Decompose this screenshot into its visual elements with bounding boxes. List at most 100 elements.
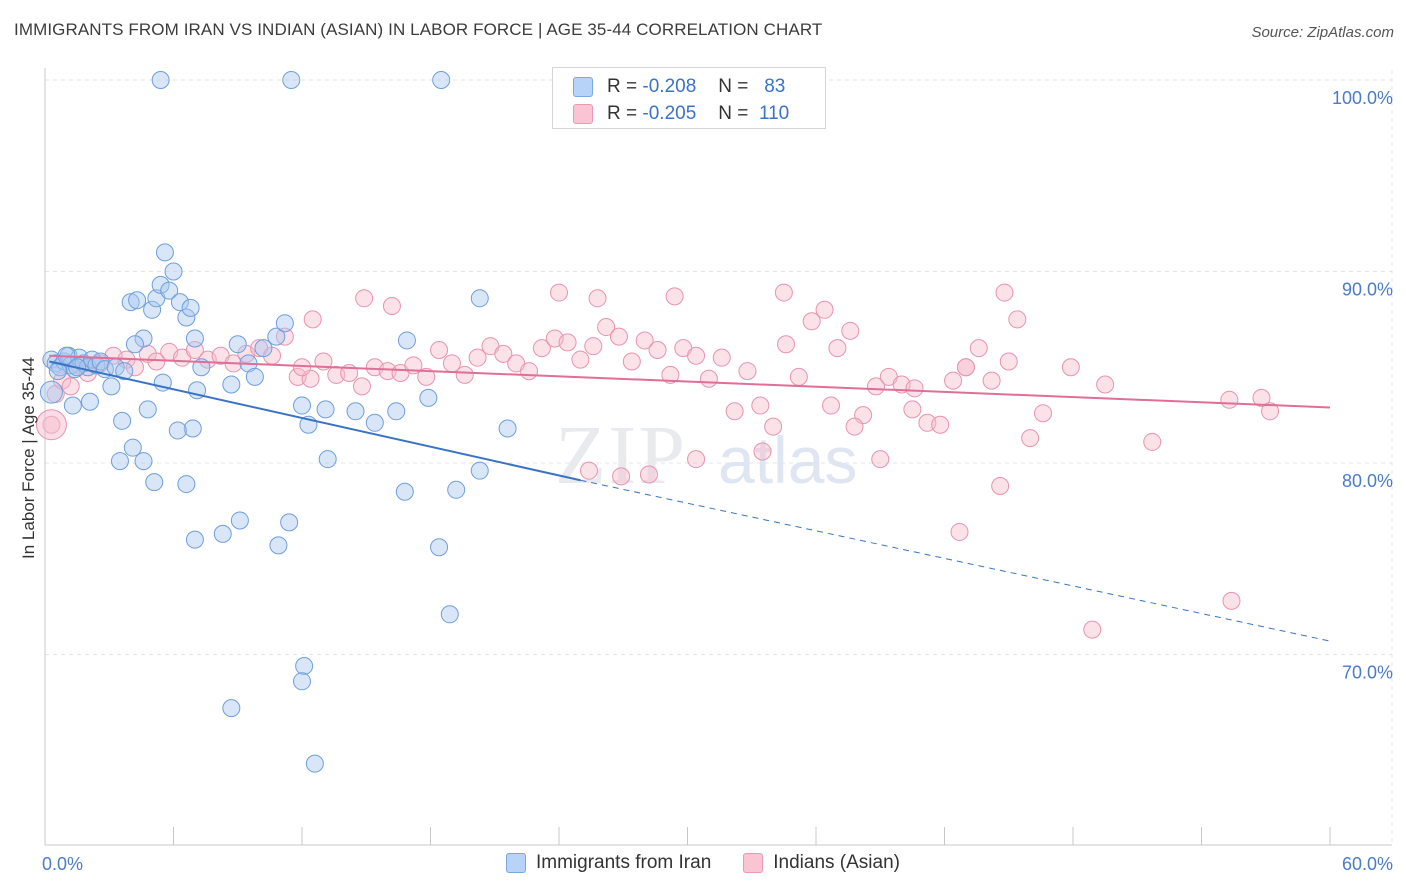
n-label: N = [718, 76, 749, 97]
data-point [128, 291, 147, 310]
data-point [228, 335, 247, 354]
data-point [63, 396, 82, 415]
y-tick-label: 80.0% [1342, 471, 1393, 491]
n-value: 110 [758, 103, 790, 124]
data-point [470, 289, 489, 308]
data-point [387, 402, 406, 421]
data-point [121, 293, 140, 312]
data-point [622, 352, 641, 371]
y-axis-label: In Labor Force | Age 35-44 [19, 357, 38, 559]
watermark-atlas: atlas [718, 423, 857, 497]
trend-line-iran-extrapolated [580, 479, 1331, 642]
trend-lines [49, 354, 1331, 642]
data-point [612, 467, 631, 486]
data-point [417, 367, 436, 386]
data-point [181, 298, 200, 317]
n-value: 83 [764, 76, 786, 97]
data-point [432, 71, 451, 89]
data-point [147, 352, 166, 371]
data-point [550, 283, 568, 302]
data-point [318, 450, 337, 469]
data-point [102, 377, 121, 396]
trend-line-iran [49, 360, 581, 482]
data-point [532, 339, 551, 358]
r-value: -0.205 [642, 103, 697, 124]
data-point [753, 442, 772, 461]
legend-swatch-pink [743, 853, 764, 873]
data-point [293, 358, 311, 377]
data-point [352, 377, 371, 396]
data-point [293, 396, 311, 415]
data-point [648, 341, 667, 360]
data-point [1008, 310, 1027, 329]
data-point [597, 318, 616, 337]
data-point [584, 337, 603, 356]
watermark: ZIP atlas [555, 409, 857, 502]
data-point [841, 321, 860, 340]
legend-label-iran: Immigrants from Iran [536, 852, 712, 873]
data-point [905, 379, 924, 398]
data-point [789, 367, 808, 386]
data-point [183, 419, 202, 438]
data-point [1143, 432, 1162, 451]
data-point [520, 362, 539, 381]
data-point [346, 402, 365, 421]
data-point [609, 327, 628, 346]
data-point [866, 377, 885, 396]
data-point [774, 283, 793, 302]
data-point [764, 417, 783, 436]
source-label: Source: ZipAtlas.com [1251, 24, 1394, 41]
data-point [282, 71, 301, 89]
x-tick-label: 0.0% [42, 854, 83, 874]
data-point [470, 461, 489, 480]
bottom-legend: Immigrants from Iran Indians (Asian) [0, 852, 1406, 874]
legend-item-iran[interactable]: Immigrants from Iran [506, 852, 711, 874]
data-point [468, 348, 487, 367]
data-point [1021, 429, 1040, 448]
data-point [382, 296, 401, 315]
data-point [815, 300, 834, 319]
data-point [185, 530, 204, 549]
data-point [455, 365, 474, 384]
axes [44, 68, 1392, 846]
data-point [950, 522, 969, 541]
watermark-zip: ZIP [555, 409, 687, 502]
data-point [185, 329, 204, 348]
data-point [110, 452, 129, 471]
data-point [635, 331, 654, 350]
data-point [80, 392, 99, 411]
data-point [1034, 404, 1053, 423]
series-immigrants-from-iran [39, 71, 517, 773]
stats-row-iran: R = -0.208 N = 83 [573, 76, 785, 98]
data-point [699, 369, 718, 388]
data-point [275, 314, 294, 333]
y-tick-label: 70.0% [1342, 663, 1393, 683]
data-point [871, 450, 890, 469]
data-point [222, 699, 241, 718]
data-point [134, 452, 153, 471]
data-point [1222, 591, 1241, 610]
data-point [995, 283, 1014, 302]
data-point [982, 371, 1001, 390]
data-point [579, 461, 598, 480]
data-point [155, 243, 174, 262]
data-point [293, 672, 311, 691]
x-tick-label: 60.0% [1342, 854, 1393, 874]
data-point-large [39, 380, 63, 404]
data-point [1252, 388, 1271, 407]
data-point [639, 465, 658, 484]
legend-label-indians: Indians (Asian) [773, 852, 900, 873]
data-point [751, 396, 770, 415]
series-indians-asian [35, 283, 1280, 639]
data-point [1261, 402, 1280, 421]
data-point [571, 350, 590, 369]
data-point [145, 473, 164, 492]
data-point [665, 287, 684, 306]
swatch-blue [573, 77, 593, 97]
r-value: -0.208 [642, 76, 697, 97]
data-point [419, 388, 438, 407]
data-point [143, 300, 162, 319]
data-point [712, 348, 731, 367]
legend-item-indians[interactable]: Indians (Asian) [743, 852, 900, 874]
